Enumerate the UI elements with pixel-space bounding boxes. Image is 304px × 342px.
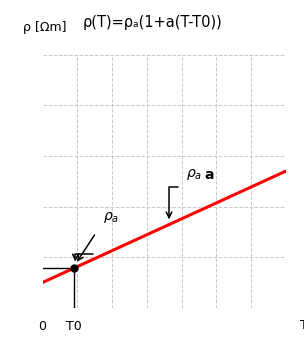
- Text: ρ [Ωm]: ρ [Ωm]: [23, 22, 67, 35]
- Text: 0: 0: [39, 320, 47, 333]
- Text: $\mathbf{a}$: $\mathbf{a}$: [204, 168, 215, 182]
- Text: T [°C]: T [°C]: [300, 318, 304, 331]
- Text: $\rho_a$: $\rho_a$: [186, 167, 202, 182]
- Text: T0: T0: [66, 320, 82, 333]
- Text: $\rho_a$: $\rho_a$: [103, 210, 119, 225]
- Text: ρ(T)=ρₐ(1+a(T-T0)): ρ(T)=ρₐ(1+a(T-T0)): [82, 15, 222, 30]
